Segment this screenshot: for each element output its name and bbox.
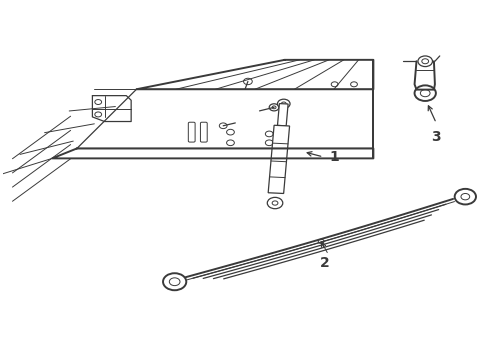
Text: 3: 3: [432, 130, 441, 144]
Circle shape: [267, 197, 283, 209]
Circle shape: [244, 78, 252, 85]
Text: 2: 2: [320, 256, 330, 270]
Polygon shape: [277, 104, 288, 126]
Polygon shape: [268, 125, 290, 193]
Circle shape: [455, 189, 476, 204]
Circle shape: [220, 123, 227, 129]
Circle shape: [418, 56, 433, 67]
Text: 1: 1: [330, 150, 340, 164]
Circle shape: [415, 85, 436, 101]
Circle shape: [269, 104, 279, 111]
Circle shape: [277, 99, 290, 108]
Circle shape: [163, 273, 186, 290]
